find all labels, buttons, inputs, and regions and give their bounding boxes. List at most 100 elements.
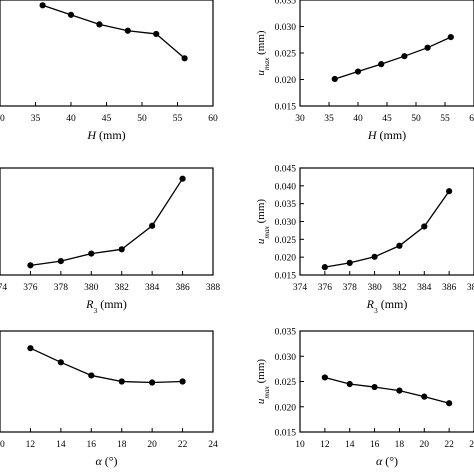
x-tick-label: 40: [66, 114, 76, 124]
x-tick-label: 60: [469, 114, 474, 124]
x-tick-label: 55: [440, 114, 450, 124]
x-tick-label: 20: [420, 440, 430, 450]
y-tick-label: 0.015: [275, 272, 297, 282]
x-tick-label: 30: [295, 114, 305, 124]
data-point: [149, 379, 156, 386]
data-point: [179, 378, 186, 385]
data-point: [321, 264, 328, 271]
x-axis-label: H (mm): [367, 128, 406, 142]
y-tick-label: 0.030: [275, 218, 297, 228]
x-tick-label: 18: [395, 440, 405, 450]
chart-panel-3: 374 376 378 380 382 384 386 388 R3 (mm): [0, 167, 220, 315]
x-tick-label: 45: [382, 114, 392, 124]
plot-frame: [299, 0, 474, 107]
x-tick-label: 20: [147, 440, 157, 450]
y-tick-label: 0.035: [275, 200, 297, 210]
series-line: [334, 36, 452, 80]
data-point: [39, 2, 46, 9]
plot-frame: [299, 167, 474, 276]
data-point: [346, 380, 353, 388]
y-tick-label: 0.030: [275, 23, 297, 33]
y-tick-label: 0.035: [275, 0, 297, 7]
x-tick-label: 22: [444, 440, 454, 450]
y-tick-label: 0.020: [275, 76, 297, 86]
x-tick-label: 12: [26, 440, 36, 450]
y-axis-label: umax (mm): [255, 30, 271, 76]
x-tick-label: 12: [320, 440, 330, 450]
x-tick-label: 14: [345, 440, 355, 450]
x-tick-label: 16: [87, 440, 97, 450]
data-point: [179, 175, 186, 182]
data-point: [181, 55, 188, 62]
series-line: [30, 178, 184, 267]
x-tick-label: 376: [318, 283, 333, 293]
data-point: [118, 378, 125, 385]
data-point: [421, 393, 428, 400]
x-tick-label: 378: [54, 283, 69, 293]
x-tick-label: 14: [56, 440, 66, 450]
chart-panel-1: 30 35 40 45 50 55 60 H (mm): [0, 0, 218, 142]
data-point: [57, 257, 64, 265]
x-axis-label: H (mm): [86, 128, 125, 142]
x-tick-label: 35: [324, 114, 334, 124]
data-point: [321, 374, 328, 381]
x-tick-label: 24: [469, 440, 474, 450]
x-tick-label: 18: [117, 440, 127, 450]
y-tick-label: 0.045: [275, 165, 297, 175]
x-tick-label: 24: [208, 440, 218, 450]
x-tick-label: 376: [23, 283, 38, 293]
x-tick-label: 45: [102, 114, 112, 124]
x-tick-label: 55: [173, 114, 183, 124]
chart-panel-5: 10 12 14 16 18 20 22 24 α (°): [0, 330, 218, 468]
data-point: [88, 372, 95, 379]
x-tick-label: 374: [0, 283, 7, 293]
x-tick-label: 386: [442, 283, 457, 293]
data-point: [447, 34, 454, 41]
data-point: [149, 222, 156, 229]
data-point: [153, 30, 160, 38]
series: [321, 188, 453, 271]
y-tick-label: 0.030: [275, 353, 297, 363]
x-tick-label: 374: [293, 283, 308, 293]
data-point: [27, 345, 34, 352]
x-axis-label: R3 (mm): [366, 297, 408, 315]
x-tick-label: 384: [417, 283, 432, 293]
chart-panel-6: 10 12 14 16 18 20 22 24 0.015 0.020 0.025 0.030 0.03…: [255, 328, 474, 468]
x-axis-label: α (°): [95, 454, 117, 468]
y-tick-label: 0.025: [275, 378, 297, 388]
data-point: [378, 61, 385, 68]
y-tick-label: 0.035: [275, 328, 297, 338]
data-point: [27, 262, 34, 269]
y-tick-label: 0.015: [275, 103, 297, 113]
data-point: [371, 383, 378, 391]
x-tick-label: 10: [0, 440, 5, 450]
x-tick-label: 50: [411, 114, 421, 124]
x-axis-label: R3 (mm): [85, 297, 127, 315]
y-tick-label: 0.040: [275, 182, 297, 192]
y-axis-label: umax (mm): [255, 199, 271, 245]
y-tick-label: 0.015: [275, 429, 297, 439]
plot-frame: [0, 330, 214, 433]
data-point: [396, 242, 403, 249]
data-point: [371, 253, 378, 260]
x-tick-label: 380: [84, 283, 99, 293]
data-point: [88, 250, 95, 257]
data-point: [421, 223, 428, 230]
series: [331, 34, 454, 83]
data-point: [354, 68, 362, 75]
series-line: [42, 4, 186, 59]
x-tick-label: 380: [367, 283, 382, 293]
x-tick-label: 35: [31, 114, 41, 124]
x-tick-label: 40: [353, 114, 363, 124]
plot-frame: [299, 330, 474, 433]
x-tick-label: 30: [0, 114, 5, 124]
data-point: [346, 259, 353, 266]
data-point: [401, 53, 408, 60]
data-point: [124, 27, 131, 34]
y-tick-label: 0.025: [275, 236, 297, 246]
data-point: [424, 44, 431, 51]
x-tick-label: 10: [295, 440, 305, 450]
x-axis-label: α (°): [376, 454, 398, 468]
x-tick-label: 378: [343, 283, 358, 293]
